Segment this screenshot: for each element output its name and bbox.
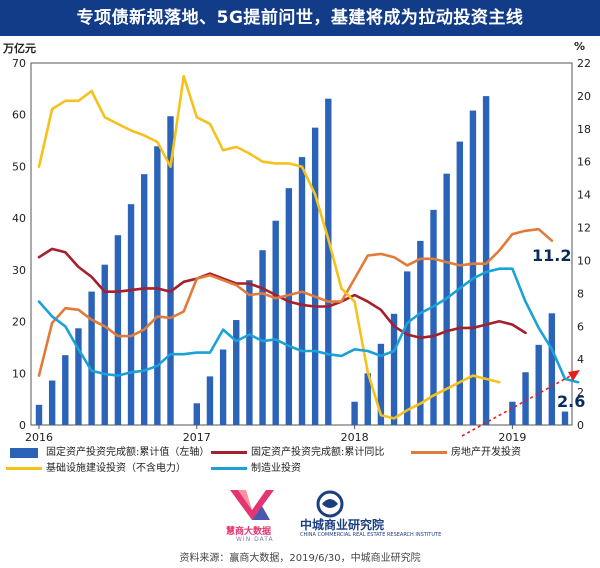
bar-fai-cumulative [404,271,411,425]
bar-fai-cumulative [390,313,398,425]
bar-fai-cumulative [456,141,463,425]
trend-arrow-head [568,370,580,381]
left-axis-tick-label: 20 [12,316,26,329]
right-axis-tick-label: 22 [577,57,591,70]
right-axis-tick-label: 16 [577,156,591,169]
bar-fai-cumulative [48,380,56,425]
right-axis-tick-label: 0 [577,419,584,432]
bar-fai-cumulative [417,240,424,425]
ccri-sub: CHINA COMMERCIAL REAL ESTATE RESEARCH IN… [300,532,442,538]
legend-swatch [10,448,38,458]
annotation-manufacturing-rate: 2.6 [557,392,586,411]
legend-swatch [411,451,447,454]
bar-fai-cumulative [509,401,516,425]
right-axis-tick-label: 14 [577,189,591,202]
left-axis-tick-label: 40 [12,212,26,225]
bar-fai-cumulative [75,328,82,425]
line-fai-yoy [37,247,527,340]
bar-fai-cumulative [285,188,293,425]
left-axis-tick-label: 0 [19,419,26,432]
bar-fai-cumulative [233,320,240,425]
bar-fai-cumulative [219,349,227,425]
right-axis-tick-label: 20 [577,90,591,103]
bar-fai-cumulative [364,373,371,425]
bar-fai-cumulative [114,235,122,425]
left-axis-unit: 万亿元 [3,42,36,55]
trend-arrow-line [461,374,573,437]
title-banner [0,0,600,36]
right-axis-tick-label: 12 [577,222,591,235]
right-axis-tick-label: 6 [577,320,584,333]
x-axis-tick-label: 2018 [341,431,369,444]
bar-fai-cumulative [548,313,556,425]
legend-label: 制造业投资 [251,463,301,474]
ccri-logo [316,490,344,518]
right-axis-unit: % [574,40,586,53]
bar-fai-cumulative [377,343,385,425]
x-axis-tick-label: 2019 [498,431,526,444]
legend-label: 固定资产投资完成额:累计同比 [251,447,385,458]
legend-swatch [211,451,247,454]
source-note: 资料来源：赢商大数据，2019/6/30，中城商业研究院 [179,553,421,564]
wind-data-name: 慧商大数据 [226,527,272,537]
bar-fai-cumulative [351,401,358,425]
bar-fai-cumulative [482,96,490,425]
bar-fai-cumulative [206,376,214,425]
annotation-infra-rate: 11.2 [532,246,572,265]
bar-fai-cumulative [127,204,135,425]
left-axis-tick-label: 60 [12,109,26,122]
bar-fai-cumulative [430,209,437,425]
bar-fai-cumulative [522,372,529,425]
left-axis-tick-label: 10 [12,367,26,380]
right-axis-tick-label: 2 [577,386,584,399]
bar-fai-cumulative [535,344,542,425]
combo-chart: 0 10 20 30 40 50 60 70 0 2 4 6 8 10 12 14 16 18 20 22 2016 20… [12,57,591,444]
bar-fai-cumulative [101,264,108,425]
bar-fai-cumulative [469,110,477,425]
bar-fai-cumulative [193,403,200,425]
bar-fai-cumulative [154,146,161,425]
bar-fai-cumulative [325,98,332,425]
bar-fai-cumulative [311,127,319,426]
ccri-name: 中城商业研究院 [300,518,385,532]
left-axis-tick-label: 50 [12,160,26,173]
legend-swatch [6,467,42,470]
bar-fai-cumulative [272,220,279,425]
bar-fai-cumulative [167,116,174,425]
right-axis-tick-label: 8 [577,287,584,300]
chart-title: 专项债新规落地、5G提前问世，基建将成为拉动投资主线 [76,8,524,28]
bar-fai-cumulative [246,280,253,425]
bar-fai-cumulative [259,250,266,425]
legend-label: 固定资产投资完成额:累计值（左轴） [46,447,210,458]
legend-label: 房地产开发投资 [451,447,521,458]
bar-fai-cumulative [141,174,148,425]
line-manufacturing [37,267,580,384]
legend-label: 基础设施建设投资（不含电力） [46,463,186,474]
wind-data-sub: WIN DATA [236,536,274,543]
right-axis-tick-label: 10 [577,254,591,267]
bar-fai-cumulative [35,404,43,425]
logo-area: 慧商大数据 WIN DATA 中城商业研究院 CHINA COMMERCIAL … [0,486,600,546]
x-axis-tick-label: 2017 [183,431,211,444]
bar-fai-cumulative [62,355,69,425]
left-axis-tick-label: 30 [12,264,26,277]
right-axis-tick-label: 4 [577,353,584,366]
legend-swatch [211,467,247,470]
bar-fai-cumulative [88,291,95,425]
left-axis-tick-label: 70 [12,57,26,70]
x-axis-tick-label: 2016 [25,431,53,444]
line-real-estate [37,227,554,377]
bar-fai-cumulative [561,411,569,425]
line-infrastructure [37,74,501,420]
right-axis-tick-label: 18 [577,123,591,136]
wind-data-logo [230,490,274,520]
